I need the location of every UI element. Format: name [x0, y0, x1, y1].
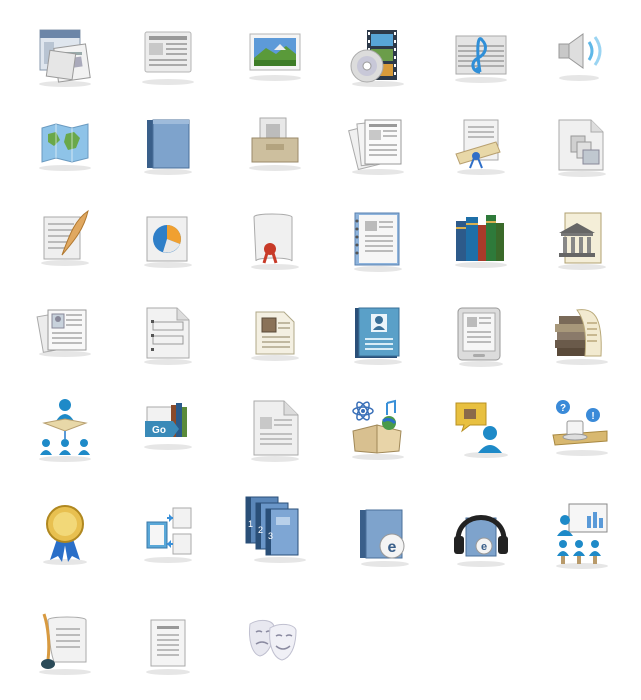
- quill-letter-icon[interactable]: [30, 205, 100, 275]
- book-number-1: 1: [248, 519, 253, 529]
- landscape-picture-icon[interactable]: [240, 20, 310, 90]
- books-go-icon[interactable]: Go: [133, 395, 203, 465]
- web-pages-icon[interactable]: [30, 20, 100, 90]
- award-ribbon-icon[interactable]: [30, 500, 100, 570]
- theatre-masks-icon[interactable]: [240, 610, 310, 680]
- classroom-presentation-icon[interactable]: [547, 500, 617, 570]
- document-exchange-icon[interactable]: [133, 500, 203, 570]
- book-number-3: 3: [268, 531, 273, 541]
- address-book-icon[interactable]: [343, 300, 413, 370]
- notebook-page-icon[interactable]: [343, 205, 413, 275]
- book-scroll-stack-icon[interactable]: [547, 300, 617, 370]
- profile-articles-icon[interactable]: [30, 300, 100, 370]
- archive-tray-icon[interactable]: [240, 110, 310, 180]
- sheet-music-icon[interactable]: [446, 20, 516, 90]
- library-building-icon[interactable]: [547, 205, 617, 275]
- coffee-question-icon[interactable]: ? !: [547, 395, 617, 465]
- numbered-books-icon[interactable]: 1 2 3: [240, 493, 310, 563]
- question-mark: ?: [560, 403, 566, 414]
- form-document-icon[interactable]: [133, 300, 203, 370]
- sealed-certificate-icon[interactable]: [240, 205, 310, 275]
- manuscript-page-icon[interactable]: [240, 300, 310, 370]
- newspaper-icon[interactable]: [133, 20, 203, 90]
- teacher-students-icon[interactable]: [30, 395, 100, 465]
- book-number-2: 2: [258, 525, 263, 535]
- text-document-icon[interactable]: [133, 610, 203, 680]
- film-disc-icon[interactable]: [343, 20, 413, 90]
- pie-chart-report-icon[interactable]: [133, 205, 203, 275]
- books-on-shelf-icon[interactable]: [446, 205, 516, 275]
- ereader-device-icon[interactable]: [446, 300, 516, 370]
- exclamation-mark: !: [591, 411, 594, 422]
- audiobook-letter: e: [481, 541, 487, 553]
- blue-book-icon[interactable]: [133, 110, 203, 180]
- speaker-audio-icon[interactable]: [547, 20, 617, 90]
- quill-ink-document-icon[interactable]: [30, 610, 100, 680]
- science-open-book-icon[interactable]: [343, 395, 413, 465]
- diploma-scroll-icon[interactable]: [446, 110, 516, 180]
- document-collection-icon[interactable]: [547, 110, 617, 180]
- go-label: Go: [152, 425, 166, 436]
- stacked-articles-icon[interactable]: [343, 110, 413, 180]
- user-help-chat-icon[interactable]: [446, 395, 516, 465]
- audiobook-headphones-icon[interactable]: e: [446, 500, 516, 570]
- blank-document-icon[interactable]: [240, 395, 310, 465]
- ebook-icon[interactable]: e: [350, 500, 420, 570]
- ebook-letter: e: [388, 539, 397, 556]
- world-map-icon[interactable]: [30, 110, 100, 180]
